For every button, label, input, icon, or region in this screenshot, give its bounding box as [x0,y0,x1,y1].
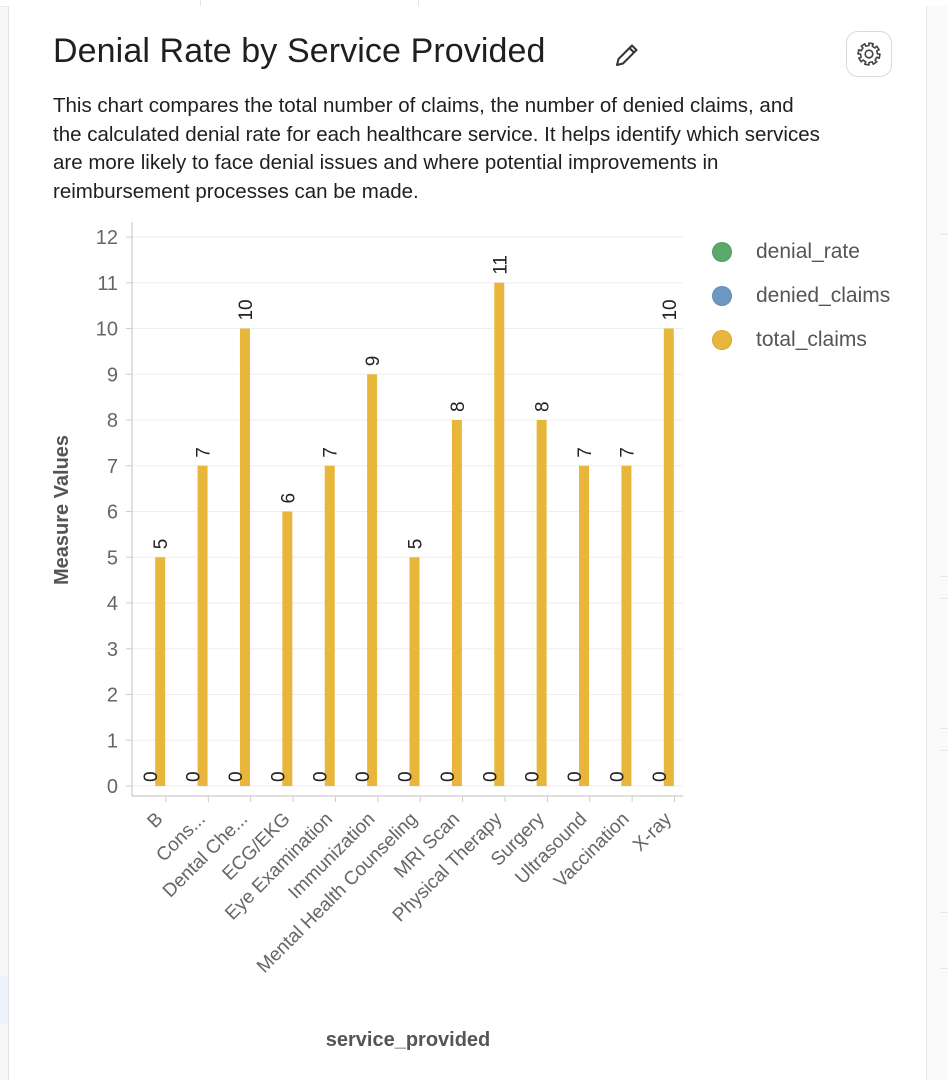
bar-total-claims [409,557,420,786]
data-label-total-claims: 7 [575,447,596,458]
chart-card [8,6,927,1080]
pencil-icon [616,44,638,66]
data-label-total-claims: 11 [490,255,511,275]
x-axis-title: service_provided [326,1029,491,1051]
bar-total-claims [197,465,208,786]
data-label-denied-claims: 0 [141,771,162,782]
data-label-total-claims: 7 [321,447,342,458]
y-tick-label: 1 [107,730,118,752]
legend-dot-denial-rate [712,242,732,262]
legend-label-total-claims: total_claims [756,328,867,351]
x-tick-label: B [144,809,168,833]
data-label-total-claims: 10 [236,299,257,320]
bar-total-claims [282,511,293,786]
y-tick-label: 9 [107,364,118,386]
data-label-total-claims: 5 [406,539,427,550]
legend-dot-denied-claims [712,286,732,306]
data-label-total-claims: 10 [660,299,681,320]
data-label-denied-claims: 0 [523,771,544,782]
bar-total-claims [155,557,166,786]
y-tick-label: 2 [107,685,118,707]
right-gutter [926,6,948,1080]
left-edge-chip [0,976,8,1024]
y-axis-title: Measure Values [51,435,73,585]
data-label-total-claims: 9 [363,356,384,367]
legend-dot-total-claims [712,330,732,350]
data-label-denied-claims: 0 [565,771,586,782]
chart-title: Denial Rate by Service Provided [53,32,546,70]
bar-total-claims [451,420,462,786]
chart-description: This chart compares the total number of … [53,94,820,203]
data-label-total-claims: 5 [151,539,172,550]
bar-total-claims [621,465,632,786]
y-tick-label: 10 [96,319,118,341]
legend-label-denied-claims: denied_claims [756,284,891,307]
data-label-denied-claims: 0 [396,771,417,782]
data-label-denied-claims: 0 [226,771,247,782]
chart-legend: denial_rate denied_claims total_claims [712,230,890,362]
bar-total-claims [536,420,547,786]
y-tick-label: 5 [107,547,118,569]
legend-label-denial-rate: denial_rate [756,240,860,263]
y-tick-label: 11 [97,273,118,295]
data-label-total-claims: 8 [448,401,469,412]
data-label-total-claims: 7 [194,447,215,458]
data-label-denied-claims: 0 [353,771,374,782]
gear-icon [857,42,881,66]
y-tick-label: 7 [107,456,118,478]
data-label-total-claims: 8 [533,401,554,412]
edit-title-button[interactable] [612,40,642,70]
data-label-denied-claims: 0 [607,771,628,782]
bar-total-claims [239,328,250,786]
y-tick-label: 0 [107,776,118,798]
data-label-denied-claims: 0 [311,771,332,782]
data-label-denied-claims: 0 [184,771,205,782]
data-label-denied-claims: 0 [650,771,671,782]
x-tick-label: X-ray [629,808,676,855]
data-label-total-claims: 6 [278,493,299,504]
settings-button[interactable] [846,31,892,77]
y-tick-label: 8 [107,410,118,432]
bar-total-claims [367,374,378,786]
y-tick-label: 3 [107,639,118,661]
data-label-denied-claims: 0 [480,771,501,782]
bar-total-claims [579,465,590,786]
data-label-denied-claims: 0 [438,771,459,782]
y-tick-label: 6 [107,502,118,524]
legend-item-total-claims[interactable]: total_claims [712,318,890,362]
bar-total-claims [494,282,505,786]
bar-total-claims [663,328,674,786]
data-label-denied-claims: 0 [268,771,289,782]
data-label-total-claims: 7 [617,447,638,458]
y-tick-label: 4 [107,593,118,615]
legend-item-denied-claims[interactable]: denied_claims [712,274,890,318]
legend-item-denial-rate[interactable]: denial_rate [712,230,890,274]
bar-total-claims [324,465,335,786]
y-tick-label: 12 [96,227,118,249]
